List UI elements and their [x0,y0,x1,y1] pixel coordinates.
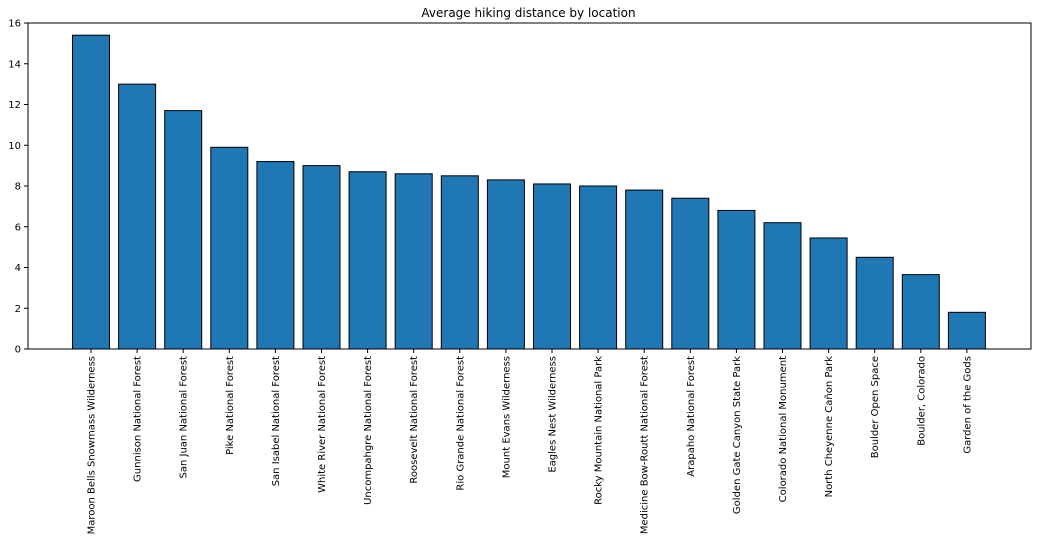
bars-group [72,34,986,350]
bar [72,34,110,350]
bar [302,165,341,350]
x-tick-label: White River National Forest [317,356,328,493]
bar [855,256,894,350]
x-axis: Maroon Bells Snowmass Wilderness Gunnison… [87,349,973,534]
bar [394,173,433,350]
x-tick-label: Roosevelt National Forest [409,356,420,484]
y-tick-label: 4 [15,263,21,274]
bar [717,209,756,350]
bar [164,110,203,350]
y-tick-label: 12 [8,100,21,111]
x-tick-label: Maroon Bells Snowmass Wilderness [87,356,98,534]
x-tick-label: Uncompahgre National Forest [363,356,374,505]
bar [947,311,986,350]
chart-title: Average hiking distance by location [421,6,635,20]
y-tick-label: 0 [15,345,21,356]
x-tick-label: Arapaho National Forest [686,356,697,477]
bar [671,197,710,350]
y-tick-label: 8 [15,182,21,193]
y-axis: 0 2 4 6 8 10 12 14 16 [8,19,28,356]
plot-frame [27,22,1032,350]
x-tick-label: Mount Evans Wilderness [501,356,512,478]
bar [763,222,802,350]
bar [901,274,940,350]
bar [486,179,525,350]
y-tick-label: 16 [8,19,21,30]
bar [625,189,664,350]
bar [533,183,571,350]
x-tick-label: Medicine Bow-Routt National Forest [640,356,651,534]
x-tick-label: Colorado National Monument [778,356,789,502]
x-tick-label: Garden of the Gods [962,356,973,454]
x-tick-label: Pike National Forest [225,356,236,455]
y-tick-label: 14 [8,59,21,70]
bar [118,83,157,350]
x-tick-label: Rio Grande National Forest [455,356,466,491]
x-tick-label: Boulder Open Space [870,356,881,458]
bar [210,146,249,350]
bar [440,175,479,350]
x-tick-label: Boulder, Colorado [916,356,927,446]
x-tick-label: San Isabel National Forest [271,356,282,486]
x-tick-label: Gunnison National Forest [133,356,144,482]
bar [256,161,295,350]
x-tick-label: San Juan National Forest [179,356,190,479]
y-tick-label: 6 [15,222,21,233]
bar [809,237,848,350]
x-tick-label: Eagles Nest Wilderness [548,356,559,473]
y-tick-label: 2 [15,304,21,315]
x-tick-label: Golden Gate Canyon State Park [732,356,743,514]
bar [579,185,618,350]
x-tick-label: Rocky Mountain National Park [594,356,605,505]
x-tick-label: North Cheyenne Cañon Park [824,356,835,498]
y-tick-label: 10 [8,141,21,152]
bar [348,171,387,350]
